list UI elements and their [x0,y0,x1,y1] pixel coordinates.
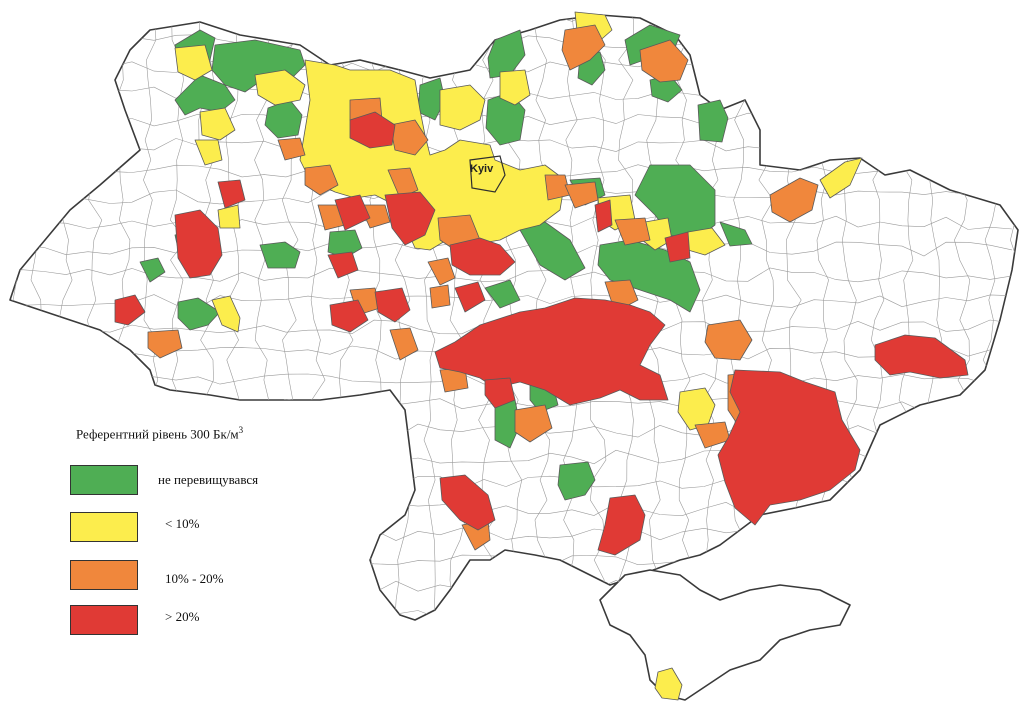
district-orange [359,204,391,229]
district-green [719,221,753,247]
legend-swatch-orange [70,560,138,590]
legend-label-10-20: 10% - 20% [165,571,224,586]
legend-title-text: Референтний рівень 300 Бк/м [76,426,239,442]
district-boundary-line [1009,15,1018,620]
district-orange [704,319,753,361]
district-yellow [199,107,236,141]
district-boundary-line [57,15,75,620]
district-red [327,251,359,279]
district-yellow [654,667,683,701]
district-red [217,179,246,209]
district-red [664,231,691,263]
district-red [439,474,496,531]
legend-label-not-exceeded: не перевищувався [158,472,259,487]
district-red [874,334,969,379]
district-red [329,299,369,333]
legend-label-over-20: > 20% [165,609,200,624]
district-yellow [254,69,306,106]
district-red [174,209,223,279]
legend-title: Референтний рівень 300 Бк/м3 [76,425,243,442]
crimea-outline [599,569,851,701]
district-red [717,369,861,526]
district-orange [429,284,451,309]
district-red [334,194,371,231]
district-yellow [194,139,223,166]
legend-swatch-green [70,465,138,495]
district-orange [277,137,306,161]
district-orange [639,39,689,83]
district-green [697,99,729,143]
district-boundary-line [87,15,103,620]
district-yellow [499,69,531,106]
kyiv-city-boundary [469,155,506,193]
district-green [484,279,521,309]
district-red [454,281,486,313]
district-yellow [439,84,486,131]
city-label-kyiv: Kyiv [470,163,494,175]
district-green [327,229,363,259]
district-red [484,377,516,409]
legend-swatch-yellow [70,512,138,542]
district-orange [389,327,419,361]
district-red [434,297,669,406]
district-red [374,287,411,323]
district-yellow [819,157,863,199]
district-orange [387,167,419,199]
colored-districts [114,11,969,701]
district-yellow [217,204,241,229]
district-green [177,297,221,331]
district-orange [769,177,819,223]
district-boundary-line [29,15,46,620]
district-red [384,191,436,246]
district-boundary-line [10,579,1013,595]
district-yellow [211,295,241,333]
district-green [259,241,301,269]
district-boundary-line [10,553,1013,569]
district-orange [614,217,651,246]
district-boundary-line [10,15,1013,23]
district-yellow [174,44,213,81]
district-orange [389,119,429,156]
district-red [349,111,396,149]
district-orange [561,24,606,71]
district-red [114,294,146,326]
district-orange [564,181,599,209]
district-orange [427,257,456,286]
district-boundary-line [10,15,19,620]
district-orange [304,164,339,196]
district-red [597,494,646,556]
district-green [519,221,586,281]
district-red [594,199,613,233]
district-orange [514,404,553,443]
district-boundary-line [10,605,1013,620]
district-orange [147,329,183,359]
district-red [449,237,516,276]
legend-title-superscript: 3 [238,425,244,435]
district-green [139,257,166,283]
legend-label-under-10: < 10% [165,516,200,531]
district-green [557,461,596,501]
legend-swatch-red [70,605,138,635]
